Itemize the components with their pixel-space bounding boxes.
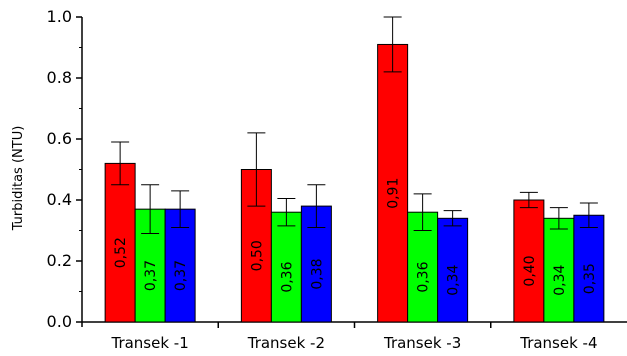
bars: [104, 43, 605, 323]
bar-value-label: 0,91: [386, 178, 402, 209]
bar-value-label: 0,37: [143, 260, 159, 291]
bar-value-label: 0,37: [173, 260, 189, 291]
y-axis-label: Turbiditas (NTU): [11, 126, 26, 232]
y-tick-label: 0.4: [47, 190, 72, 209]
bar: [543, 217, 575, 323]
bar-value-label: 0,40: [522, 255, 538, 286]
y-tick-label: 0.2: [47, 251, 72, 270]
bar: [573, 214, 605, 323]
bar-value-label: 0,35: [582, 263, 598, 294]
bar: [377, 43, 409, 323]
bar-value-label: 0,34: [446, 264, 462, 295]
x-category-label: Transek -2: [247, 334, 325, 352]
x-category-label: Transek -3: [383, 334, 461, 352]
bar: [164, 208, 196, 323]
bar: [104, 162, 136, 323]
y-tick-label: 0.6: [47, 129, 72, 148]
x-category-labels: Transek -1 Transek -2 Transek -3 Transek -4: [110, 322, 598, 352]
x-category-label: Transek -1: [110, 334, 188, 352]
y-tick-label: 1.0: [47, 7, 72, 26]
bar-value-label: 0,34: [552, 264, 568, 295]
bar-value-label: 0,38: [309, 258, 325, 289]
bar-value-labels: 0,52 0,37 0,37 0,50 0,36 0,38 0,91 0,36 0,34 0,40…: [113, 178, 598, 296]
y-tick-label: 0.8: [47, 68, 72, 87]
y-tick-label: 0.0: [47, 312, 72, 331]
y-ticks: 0.0 0.2 0.4 0.6 0.8 1.0: [47, 7, 82, 331]
bar-value-label: 0,52: [113, 237, 129, 268]
bar: [437, 217, 469, 323]
x-category-label: Transek -4: [519, 334, 597, 352]
bar-value-label: 0,36: [416, 261, 432, 292]
error-bars: [111, 16, 598, 235]
bar-value-label: 0,36: [279, 261, 295, 292]
bar-value-label: 0,50: [249, 240, 265, 271]
